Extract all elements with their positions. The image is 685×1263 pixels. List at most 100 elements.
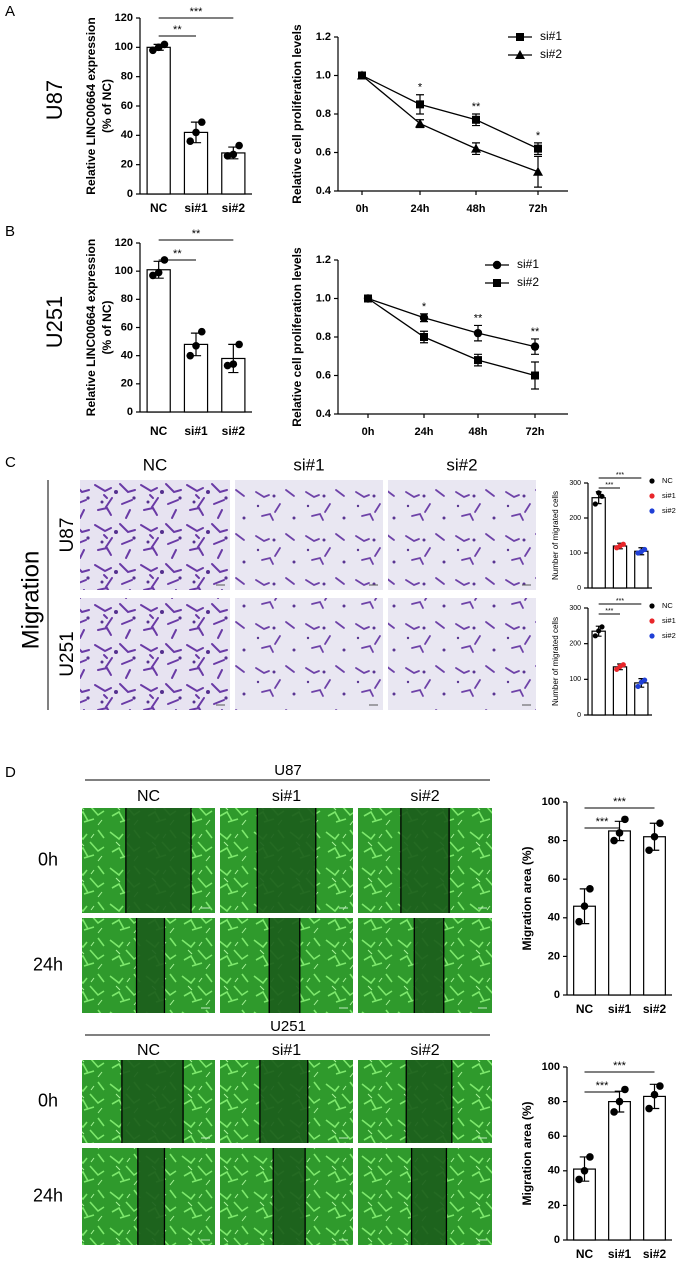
y-tick-label: 80 (121, 71, 133, 83)
y-tick-label: 300 (569, 605, 581, 612)
x-tick-label: 0h (362, 426, 375, 438)
x-tick-label: 48h (469, 426, 488, 438)
y-tick-label: 20 (548, 950, 560, 962)
legend-label: si#1 (662, 491, 676, 500)
significance-label: ** (472, 101, 481, 113)
data-point (650, 832, 659, 841)
x-tick-label: 72h (529, 203, 548, 215)
data-point (621, 815, 629, 824)
y-tick-label: 100 (569, 676, 581, 683)
y-axis-label: Relative cell proliferation levels (290, 247, 304, 427)
y-tick-label: 0.8 (316, 331, 331, 343)
data-point (472, 115, 480, 124)
data-point (635, 683, 641, 690)
significance-label: *** (616, 472, 624, 479)
y-tick-label: 20 (548, 1199, 560, 1211)
micrograph (235, 598, 383, 710)
data-point (154, 268, 163, 277)
legend-swatch (649, 603, 655, 609)
data-point (186, 137, 195, 145)
y-tick-label: 200 (569, 515, 581, 522)
y-tick-label: 200 (569, 641, 581, 648)
significance-label: *** (190, 6, 204, 18)
bar (146, 46, 171, 195)
y-tick-label: 100 (569, 550, 581, 557)
y-tick-label: 100 (542, 796, 560, 808)
series-line (361, 74, 539, 150)
wound-gap (125, 808, 192, 913)
row-header: U251 (57, 631, 78, 676)
wound-gap (406, 1060, 452, 1143)
data-point (615, 829, 624, 837)
y-tick-label: 300 (569, 480, 581, 487)
y-tick-label: 20 (121, 378, 133, 390)
x-tick-label: si#2 (222, 424, 246, 438)
significance-label: ** (531, 326, 540, 338)
x-tick-label: si#2 (222, 201, 246, 215)
data-point (638, 679, 644, 685)
micrograph (80, 480, 230, 590)
bar (612, 666, 628, 716)
data-point (650, 1090, 659, 1099)
row-header: 24h (33, 1185, 63, 1205)
column-header: si#2 (410, 1042, 439, 1059)
y-tick-label: 60 (548, 873, 560, 885)
legend-label: si#1 (540, 29, 562, 43)
data-point (592, 633, 598, 639)
wound-gap (411, 1148, 447, 1245)
legend-label: si#1 (517, 257, 539, 271)
x-tick-label: NC (150, 201, 168, 215)
data-point (645, 846, 653, 855)
legend-swatch (649, 493, 655, 499)
y-tick-label: 0.4 (316, 185, 332, 197)
data-point (621, 1085, 629, 1094)
y-tick-label: 40 (121, 129, 133, 141)
legend-marker (516, 33, 524, 41)
panel-label: A (5, 3, 15, 20)
y-axis-label: Number of migrated cells (551, 617, 560, 706)
legend-label: si#2 (662, 506, 676, 515)
wound-gap (400, 808, 450, 913)
block-title: U87 (274, 762, 302, 779)
wound-gap (259, 1060, 308, 1143)
data-point (473, 328, 483, 338)
x-tick-label: si#2 (643, 1002, 667, 1016)
column-header: si#2 (410, 788, 439, 805)
y-tick-label: 120 (115, 12, 133, 24)
bar (591, 497, 606, 589)
panel-label: D (5, 764, 16, 781)
legend-marker (492, 260, 502, 270)
data-point (580, 902, 589, 911)
wound-gap (269, 918, 300, 1013)
legend-label: si#2 (662, 631, 676, 640)
data-point (610, 836, 618, 845)
significance-label: *** (613, 1060, 627, 1072)
y-axis-label: Relative LINC00664 expression (84, 17, 98, 194)
legend-label: NC (662, 601, 673, 610)
x-tick-label: si#1 (608, 1002, 632, 1016)
y-axis-label: Migration area (%) (520, 846, 534, 950)
data-point (364, 294, 372, 303)
data-point (596, 628, 602, 634)
y-tick-label: 0.6 (316, 146, 331, 158)
significance-label: * (422, 301, 427, 313)
data-point (580, 1167, 589, 1175)
bar (643, 1095, 666, 1241)
data-point (149, 46, 157, 55)
data-point (617, 663, 623, 670)
bar (612, 545, 628, 589)
significance-label: ** (474, 312, 483, 324)
y-tick-label: 0 (577, 712, 581, 719)
data-point (656, 1082, 664, 1090)
series-line (361, 74, 539, 173)
x-tick-label: NC (576, 1247, 594, 1261)
micrograph (235, 480, 383, 590)
y-axis-label: (% of NC) (100, 301, 114, 355)
wound-gap (137, 1148, 165, 1245)
x-tick-label: si#1 (184, 201, 208, 215)
y-axis-label: Relative LINC00664 expression (84, 239, 98, 416)
y-tick-label: 100 (542, 1061, 560, 1073)
row-header: 24h (33, 954, 63, 974)
x-tick-label: 24h (411, 203, 430, 215)
